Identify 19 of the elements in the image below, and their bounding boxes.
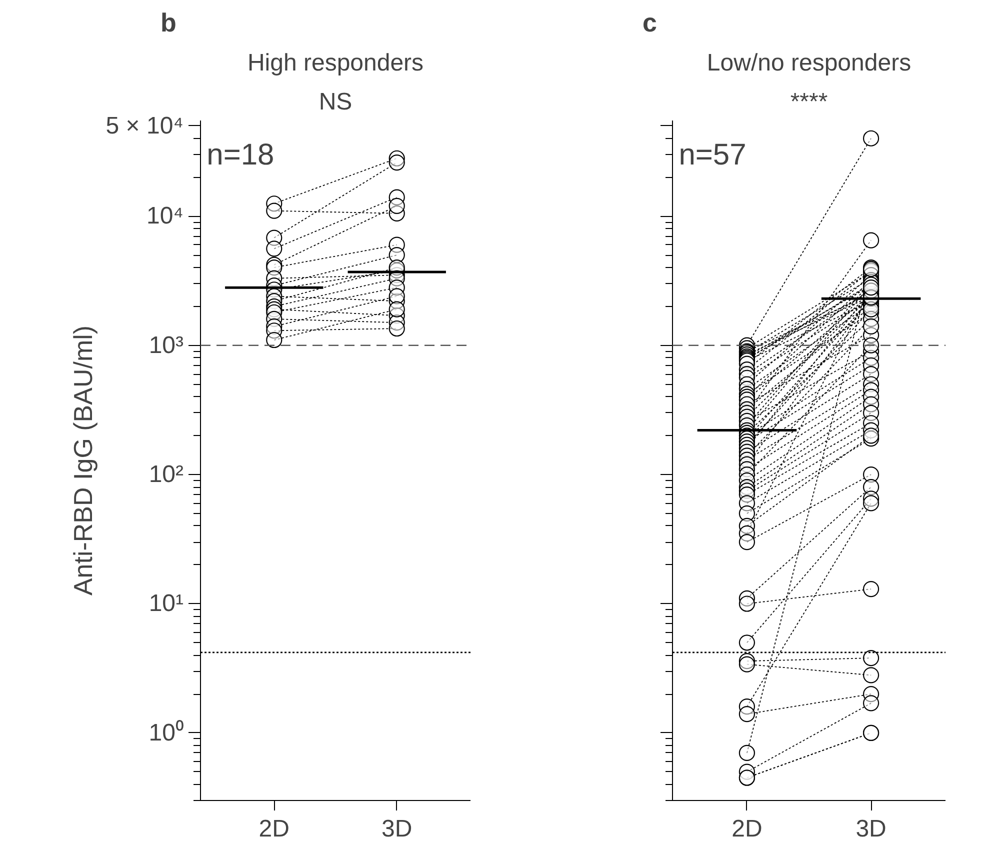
y-axis-title: Anti-RBD IgG (BAU/ml) (68, 325, 98, 596)
text: NS (318, 88, 352, 116)
x-tick-label: 3D (382, 816, 412, 842)
text: c (642, 8, 657, 38)
x-tick-label: 2D (732, 816, 762, 842)
y-tick-label: 10² (148, 461, 184, 488)
y-tick-label: 10¹ (148, 590, 184, 618)
text: **** (790, 88, 828, 116)
chart-title: Low/no responders (706, 50, 912, 76)
x-tick-label: 3D (856, 816, 886, 842)
y-tick-label: 5 × 10⁴ (106, 112, 184, 140)
y-tick-label: 10⁴ (146, 202, 184, 230)
annotation: n=57 (678, 138, 746, 172)
text: b (160, 8, 176, 38)
y-tick-label: 10³ (148, 332, 184, 359)
chart-title: High responders (247, 50, 424, 76)
y-tick-label: 10⁰ (148, 719, 184, 746)
annotation: n=18 (206, 138, 274, 172)
x-tick-label: 2D (258, 816, 290, 842)
